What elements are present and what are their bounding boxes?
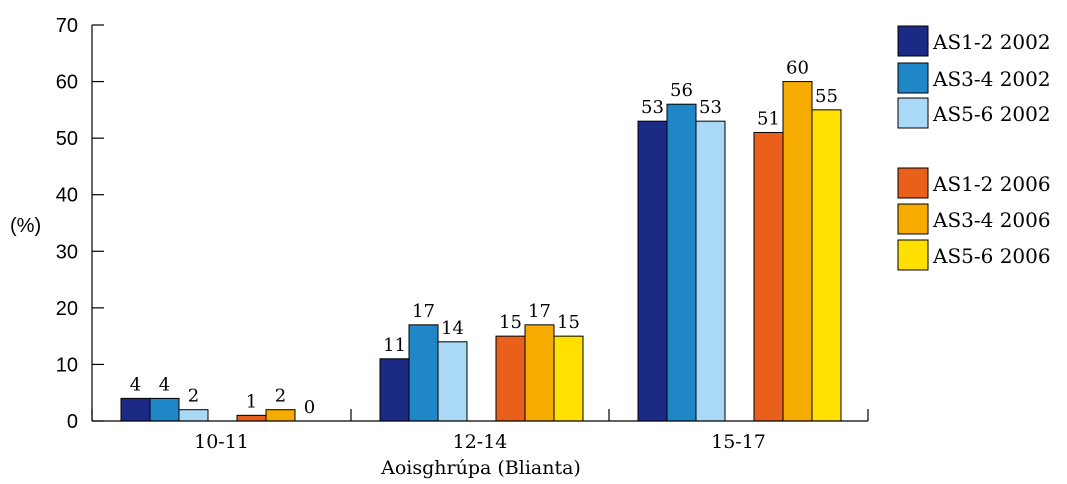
- legend-swatch: [897, 62, 929, 94]
- bar: [811, 109, 842, 422]
- data-label: 53: [699, 97, 722, 118]
- data-label: 1: [246, 391, 257, 412]
- legend-swatch: [897, 25, 929, 57]
- data-label: 51: [757, 108, 780, 129]
- data-label: 53: [641, 97, 664, 118]
- data-label: 17: [412, 301, 435, 322]
- bar: [149, 397, 180, 422]
- y-tick-label: 10: [56, 354, 78, 376]
- legend: AS1-2 2002 AS3-4 2002 AS5-6 2002 AS1-2 2006…: [897, 25, 1051, 271]
- x-category-label: 15-17: [711, 431, 766, 453]
- data-label: 11: [383, 335, 406, 356]
- bar: [753, 131, 784, 422]
- legend-swatch: [897, 97, 929, 129]
- data-label: 14: [441, 318, 464, 339]
- bar: [782, 81, 813, 422]
- data-label: 17: [528, 301, 551, 322]
- bar: [695, 120, 726, 422]
- data-label: 4: [159, 374, 170, 395]
- legend-label: AS1-2 2002: [932, 30, 1051, 54]
- bar: [178, 409, 209, 422]
- y-tick-label: 40: [56, 185, 78, 207]
- data-label: 56: [670, 80, 693, 101]
- data-label: 60: [786, 58, 809, 79]
- bar: [379, 358, 410, 422]
- legend-swatch: [897, 239, 929, 271]
- bar: [408, 324, 439, 422]
- data-label: 4: [130, 374, 141, 395]
- bar: [437, 341, 468, 422]
- data-label: 0: [304, 397, 315, 418]
- bar: [495, 335, 526, 422]
- legend-label: AS5-6 2006: [932, 244, 1051, 268]
- y-tick-label: 30: [56, 241, 78, 263]
- y-tick-label: 20: [56, 298, 78, 320]
- y-axis-title: (%): [10, 215, 41, 237]
- bar: [236, 414, 267, 422]
- data-label: 15: [499, 312, 522, 333]
- bar: [524, 324, 555, 422]
- legend-label: AS3-4 2006: [932, 208, 1051, 232]
- data-label: 55: [815, 86, 838, 107]
- x-category-label: 12-14: [453, 431, 508, 453]
- y-tick-label: 0: [67, 411, 78, 433]
- x-category-label: 10-11: [194, 431, 249, 453]
- y-tick-label: 60: [56, 72, 78, 94]
- bars-layer: 4 11 53 4 17 56 2 14 53 1 15 51 2 17 60 0 15 55: [120, 58, 842, 422]
- data-label: 2: [275, 386, 286, 407]
- y-tick-label: 70: [56, 15, 78, 37]
- bar: [265, 409, 296, 422]
- legend-swatch: [897, 167, 929, 199]
- bar: [120, 397, 151, 422]
- legend-label: AS5-6 2002: [932, 102, 1051, 126]
- legend-swatch: [897, 203, 929, 235]
- bar: [637, 120, 668, 422]
- x-axis-title: Aoisghrúpa (Blianta): [380, 457, 581, 479]
- legend-label: AS1-2 2006: [932, 172, 1051, 196]
- y-tick-label: 50: [56, 128, 78, 150]
- data-label: 2: [188, 386, 199, 407]
- bar: [666, 103, 697, 422]
- legend-label: AS3-4 2002: [932, 67, 1051, 91]
- bar: [553, 335, 584, 422]
- data-label: 15: [557, 312, 580, 333]
